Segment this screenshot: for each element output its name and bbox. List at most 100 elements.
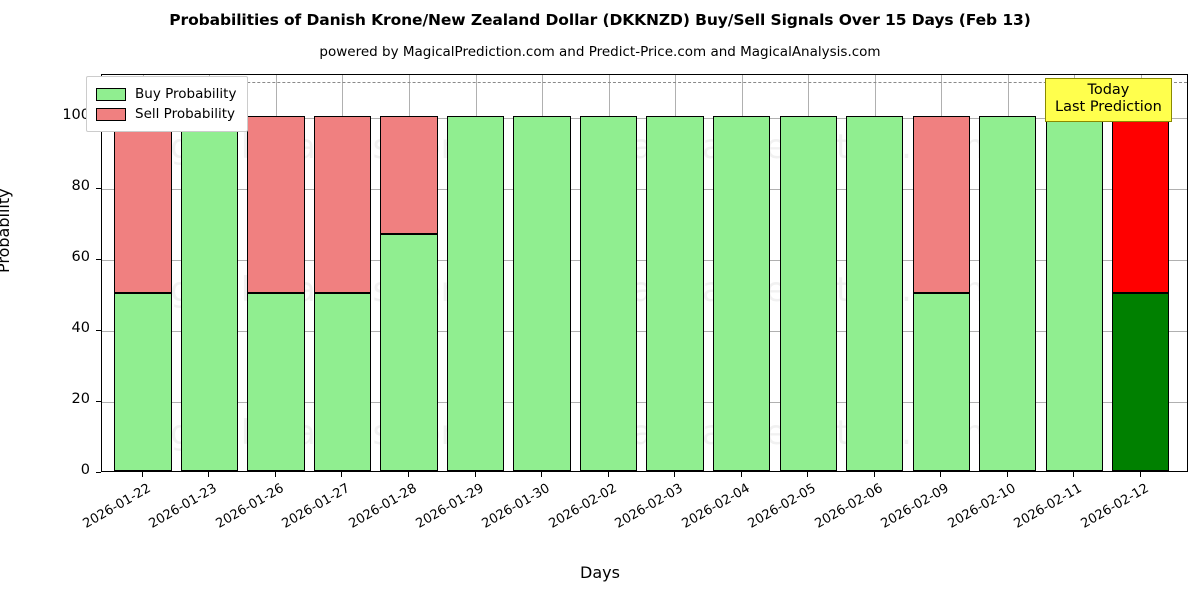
bar[interactable] [114,75,172,471]
legend-swatch-sell [96,107,126,121]
x-tick-mark [740,472,742,477]
x-tick-mark [873,472,875,477]
x-tick-mark [341,472,343,477]
bar-segment-buy[interactable] [513,115,571,471]
bar-segment-sell[interactable] [380,115,438,234]
bar-segment-buy[interactable] [446,115,505,471]
x-tick-label: 2026-02-04 [679,481,753,532]
x-tick-label: 2026-01-27 [280,481,353,532]
bar-today[interactable] [1112,75,1170,471]
bar-segment-buy[interactable] [114,293,172,471]
legend-item-sell[interactable]: Sell Probability [96,104,236,124]
x-tick-label: 2026-01-23 [146,481,220,532]
gridline-horizontal [102,117,1187,119]
x-tick-label: 2026-01-29 [413,481,487,532]
bar[interactable] [846,75,904,471]
bar-segment-buy[interactable] [313,293,372,471]
x-tick-mark [607,472,609,477]
x-tick-mark [807,472,809,477]
x-tick-label: 2026-02-06 [812,481,886,532]
x-tick-label: 2026-02-11 [1011,481,1085,532]
y-tick-label: 60 [71,248,90,265]
legend-swatch-buy [96,87,126,101]
bar[interactable] [912,75,970,471]
x-tick-label: 2026-02-03 [612,481,686,532]
bar-segment-buy[interactable] [846,115,904,471]
bar-segment-buy[interactable] [646,115,704,471]
bar[interactable] [180,75,239,471]
today-annotation-line1: Today [1087,82,1130,98]
gridline-horizontal [102,330,1187,332]
bar-segment-buy[interactable] [380,233,438,471]
page-title: Probabilities of Danish Krone/New Zealan… [169,11,1031,29]
y-tick-label: 100 [62,106,90,123]
x-tick-label: 2026-02-02 [546,481,620,532]
x-tick-label: 2026-01-28 [346,481,420,532]
x-tick-mark [541,472,543,477]
bar-segment-buy[interactable] [979,115,1037,471]
bar[interactable] [979,75,1037,471]
reference-line [102,82,1187,84]
bar[interactable] [247,75,305,471]
x-axis-label: Days [580,563,620,582]
bar[interactable] [446,75,505,471]
bar-segment-buy[interactable] [713,115,771,471]
y-axis-label: Probability [0,188,13,273]
y-tick-label: 80 [71,177,90,194]
x-tick-label: 2026-01-22 [80,481,154,532]
legend-item-buy[interactable]: Buy Probability [96,84,236,104]
bar[interactable] [513,75,571,471]
bar-segment-sell[interactable] [912,115,970,294]
bar[interactable] [713,75,771,471]
bar[interactable] [579,75,638,471]
gridline-horizontal [102,401,1187,403]
plot-inner: MagicalAnalysis.comMagicalPrediction.com… [102,75,1187,471]
gridline-horizontal [102,259,1187,261]
legend-label-sell: Sell Probability [135,106,236,122]
y-tick-label: 40 [71,319,90,336]
y-tick-mark [96,400,101,402]
x-tick-mark [474,472,476,477]
today-annotation: Today Last Prediction [1045,78,1172,122]
y-tick-mark [96,472,101,473]
bar[interactable] [313,75,372,471]
x-tick-label: 2026-02-09 [878,481,952,532]
y-tick-mark [96,329,101,331]
bar[interactable] [1045,75,1103,471]
bar[interactable] [646,75,704,471]
bar-segment-sell[interactable] [313,115,372,294]
bar-segment-sell[interactable] [114,115,172,294]
x-tick-mark [1139,472,1141,477]
bar-segment-buy[interactable] [1045,115,1103,471]
x-tick-label: 2026-02-12 [1078,481,1152,532]
x-tick-mark [940,472,942,477]
bar-segment-buy[interactable] [912,293,970,471]
legend-label-buy: Buy Probability [135,86,237,102]
bar-segment-buy[interactable] [779,115,837,471]
x-tick-label: 2026-01-30 [479,481,553,532]
chart-subtitle: powered by MagicalPrediction.com and Pre… [319,44,881,60]
x-tick-mark [1073,472,1075,477]
y-tick-mark [96,187,101,189]
x-tick-mark [208,472,210,477]
bar-segment-buy[interactable] [579,115,638,471]
x-tick-label: 2026-01-26 [213,481,287,532]
bar-segment-buy[interactable] [180,115,239,471]
x-tick-mark [408,472,409,477]
x-tick-mark [674,472,676,477]
plot-area: MagicalAnalysis.comMagicalPrediction.com… [101,74,1188,472]
x-tick-label: 2026-02-05 [745,481,819,532]
bar-segment-sell[interactable] [1112,115,1170,294]
gridline-horizontal [102,188,1187,190]
bar-segment-buy[interactable] [1112,293,1170,471]
y-tick-mark [96,258,101,260]
bar-segment-buy[interactable] [247,293,305,471]
bar[interactable] [779,75,837,471]
bar[interactable] [380,75,438,471]
chart-legend: Buy Probability Sell Probability [86,76,249,132]
bar-segment-sell[interactable] [247,115,305,294]
y-tick-label: 20 [71,390,90,407]
today-annotation-line2: Last Prediction [1055,98,1162,115]
x-tick-mark [141,472,143,477]
